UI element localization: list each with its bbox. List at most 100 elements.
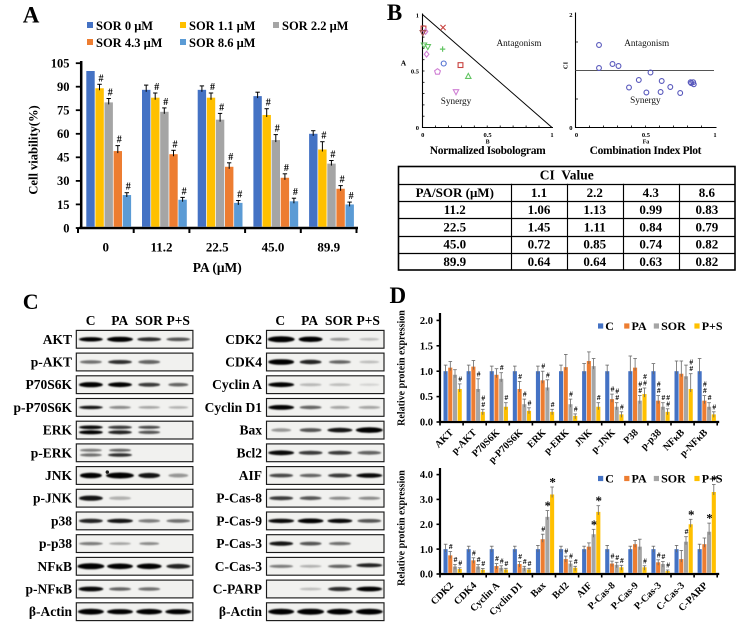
svg-text:SOR 4.3 μM: SOR 4.3 μM (96, 36, 163, 50)
svg-text:#: # (666, 393, 670, 402)
svg-text:#: # (505, 559, 509, 568)
svg-text:#: # (551, 400, 555, 409)
svg-text:#: # (643, 379, 647, 388)
svg-text:1.11: 1.11 (584, 219, 606, 234)
svg-text:#: # (611, 385, 615, 394)
svg-text:#: # (518, 552, 522, 561)
svg-text:#: # (481, 559, 485, 568)
svg-text:1.45: 1.45 (528, 219, 551, 234)
svg-text:C: C (605, 319, 614, 333)
svg-text:#: # (117, 135, 122, 146)
svg-text:#: # (477, 555, 481, 564)
svg-text:#: # (638, 386, 642, 395)
svg-text:#: # (458, 558, 462, 567)
svg-text:#: # (210, 82, 215, 93)
svg-text:PA: PA (632, 472, 647, 486)
svg-text:0.5: 0.5 (411, 69, 420, 76)
svg-text:p-JNK: p-JNK (33, 491, 73, 506)
svg-text:P-Cas-9: P-Cas-9 (216, 513, 262, 528)
svg-text:SOR: SOR (325, 313, 353, 328)
svg-text:22.5: 22.5 (443, 219, 466, 234)
svg-text:0: 0 (421, 132, 424, 139)
svg-text:*: * (711, 472, 718, 487)
svg-text:C: C (86, 313, 96, 328)
svg-text:AKT: AKT (43, 332, 72, 347)
svg-text:NFκB: NFκB (38, 559, 73, 574)
svg-text:1.5: 1.5 (420, 341, 433, 352)
svg-text:0: 0 (103, 240, 110, 255)
svg-text:#: # (564, 547, 568, 556)
svg-text:60: 60 (57, 127, 70, 141)
svg-text:PA/SOR (μM): PA/SOR (μM) (416, 185, 494, 200)
svg-text:#: # (99, 73, 104, 84)
svg-text:#: # (154, 82, 159, 93)
svg-text:#: # (237, 190, 242, 201)
svg-text:D: D (389, 283, 406, 308)
svg-text:0.5: 0.5 (484, 132, 493, 139)
svg-text:Cyclin A: Cyclin A (212, 377, 262, 392)
svg-text:JNK: JNK (45, 468, 72, 483)
svg-text:#: # (458, 374, 462, 383)
svg-text:*: * (591, 517, 598, 532)
svg-text:#: # (657, 386, 661, 395)
svg-text:#: # (574, 557, 578, 566)
svg-text:1: 1 (713, 132, 716, 139)
svg-text:#: # (321, 131, 326, 142)
svg-text:#: # (643, 556, 647, 565)
svg-text:ERK: ERK (43, 423, 73, 438)
svg-text:AIF: AIF (239, 468, 262, 483)
svg-text:*: * (688, 507, 695, 522)
svg-text:1: 1 (550, 132, 553, 139)
svg-text:#: # (330, 150, 335, 161)
svg-text:P+S: P+S (702, 472, 723, 486)
svg-text:Synergy: Synergy (441, 96, 472, 106)
svg-text:PA (μM): PA (μM) (193, 260, 242, 275)
svg-text:#: # (108, 88, 113, 99)
svg-text:Combination Index Plot: Combination Index Plot (590, 145, 702, 157)
svg-text:#: # (541, 525, 545, 534)
svg-text:B: B (387, 0, 402, 25)
svg-text:#: # (173, 139, 178, 150)
svg-text:#: # (523, 557, 527, 566)
svg-text:CDK4: CDK4 (225, 355, 262, 370)
svg-text:P70S6K: P70S6K (25, 377, 72, 392)
svg-text:#: # (275, 124, 280, 135)
svg-text:#: # (620, 556, 624, 565)
svg-text:2.2: 2.2 (587, 185, 603, 200)
svg-text:45: 45 (57, 151, 70, 165)
svg-text:Relative protein expression: Relative protein expression (397, 470, 408, 586)
svg-text:30: 30 (57, 174, 70, 188)
svg-text:β-Actin: β-Actin (219, 604, 263, 619)
svg-text:0.74: 0.74 (639, 237, 662, 252)
svg-text:#: # (340, 175, 345, 186)
svg-text:#: # (528, 398, 532, 407)
svg-text:0: 0 (575, 132, 578, 139)
svg-text:P+S: P+S (702, 319, 723, 333)
svg-text:#: # (638, 380, 642, 389)
svg-text:*: * (706, 511, 713, 526)
svg-text:CDK2: CDK2 (225, 332, 262, 347)
svg-text:#: # (228, 152, 233, 163)
svg-text:4.0: 4.0 (420, 470, 433, 481)
svg-text:0.5: 0.5 (642, 132, 651, 139)
svg-text:0.0: 0.0 (420, 418, 433, 429)
svg-text:1.0: 1.0 (420, 545, 433, 556)
svg-text:#: # (449, 542, 453, 551)
svg-text:#: # (611, 552, 615, 561)
svg-text:Cyclin D1: Cyclin D1 (205, 400, 263, 415)
svg-text:0.83: 0.83 (696, 202, 719, 217)
svg-text:0.64: 0.64 (528, 254, 551, 269)
svg-text:A: A (23, 3, 40, 28)
svg-text:#: # (685, 527, 689, 536)
svg-text:Fa: Fa (643, 140, 650, 146)
svg-text:0.72: 0.72 (528, 237, 551, 252)
svg-text:p-NFκB: p-NFκB (26, 582, 73, 597)
svg-text:p-AKT: p-AKT (31, 355, 72, 370)
svg-text:p-P70S6K: p-P70S6K (13, 400, 72, 415)
svg-text:2.0: 2.0 (420, 316, 433, 327)
svg-text:#: # (546, 370, 550, 379)
svg-text:#: # (293, 187, 298, 198)
svg-text:#: # (703, 380, 707, 389)
svg-text:#: # (454, 555, 458, 564)
svg-text:105: 105 (51, 57, 70, 71)
